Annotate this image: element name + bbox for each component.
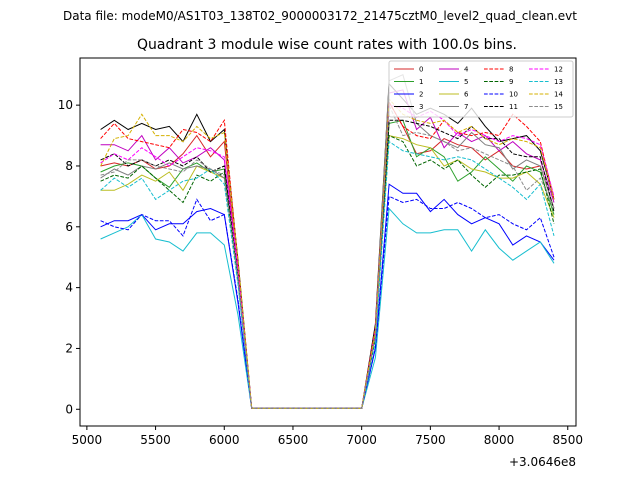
legend-label-14: 14 (554, 91, 563, 99)
x-tick-label: 8500 (552, 433, 583, 447)
series-line-14 (100, 97, 555, 409)
x-tick-label: 5000 (72, 433, 103, 447)
x-tick-label: 8000 (484, 433, 515, 447)
x-offset-label: +3.0646e8 (509, 455, 576, 469)
chart-suptitle: Data file: modeM0/AS1T03_138T02_90000031… (63, 9, 577, 23)
legend-label-9: 9 (509, 78, 513, 86)
legend-label-6: 6 (464, 91, 469, 99)
series-line-5 (100, 207, 555, 409)
x-tick-label: 6500 (278, 433, 309, 447)
series-line-15 (100, 104, 555, 409)
y-tick-label: 0 (65, 402, 73, 416)
axes-frame (79, 57, 577, 427)
legend-label-10: 10 (509, 91, 518, 99)
legend-label-11: 11 (509, 103, 518, 111)
legend-box (388, 60, 574, 118)
y-tick-label: 4 (65, 281, 73, 295)
legend-label-5: 5 (464, 78, 468, 86)
legend-label-7: 7 (464, 103, 468, 111)
legend-label-8: 8 (509, 66, 513, 74)
x-tick-label: 5500 (140, 433, 171, 447)
y-tick-label: 6 (65, 220, 73, 234)
legend-label-1: 1 (419, 78, 423, 86)
x-axis: 5000 5500 6000 6500 7000 7500 8000 8500 (72, 426, 583, 447)
legend-label-4: 4 (464, 66, 469, 74)
legend-label-2: 2 (419, 91, 423, 99)
series-line-8 (100, 100, 555, 409)
series-line-2 (100, 183, 555, 409)
series-line-10 (100, 195, 555, 409)
series-line-9 (100, 134, 555, 409)
series-line-12 (100, 104, 555, 409)
legend-label-0: 0 (419, 66, 423, 74)
y-tick-label: 8 (65, 159, 73, 173)
y-tick-label: 2 (65, 341, 73, 355)
legend-label-15: 15 (554, 103, 563, 111)
x-tick-label: 7000 (346, 433, 377, 447)
chart-title: Quadrant 3 module wise count rates with … (137, 37, 517, 53)
y-tick-label: 10 (58, 98, 73, 112)
plot-lines (100, 74, 555, 409)
x-tick-label: 6000 (209, 433, 240, 447)
series-line-6 (100, 134, 555, 409)
series-line-11 (100, 119, 555, 409)
y-axis: 0 2 4 6 8 10 (58, 98, 80, 416)
x-tick-label: 7500 (415, 433, 446, 447)
series-line-4 (100, 89, 555, 409)
legend-label-3: 3 (419, 103, 423, 111)
legend-label-13: 13 (554, 78, 563, 86)
series-line-13 (100, 140, 555, 409)
legend-label-12: 12 (554, 66, 563, 74)
